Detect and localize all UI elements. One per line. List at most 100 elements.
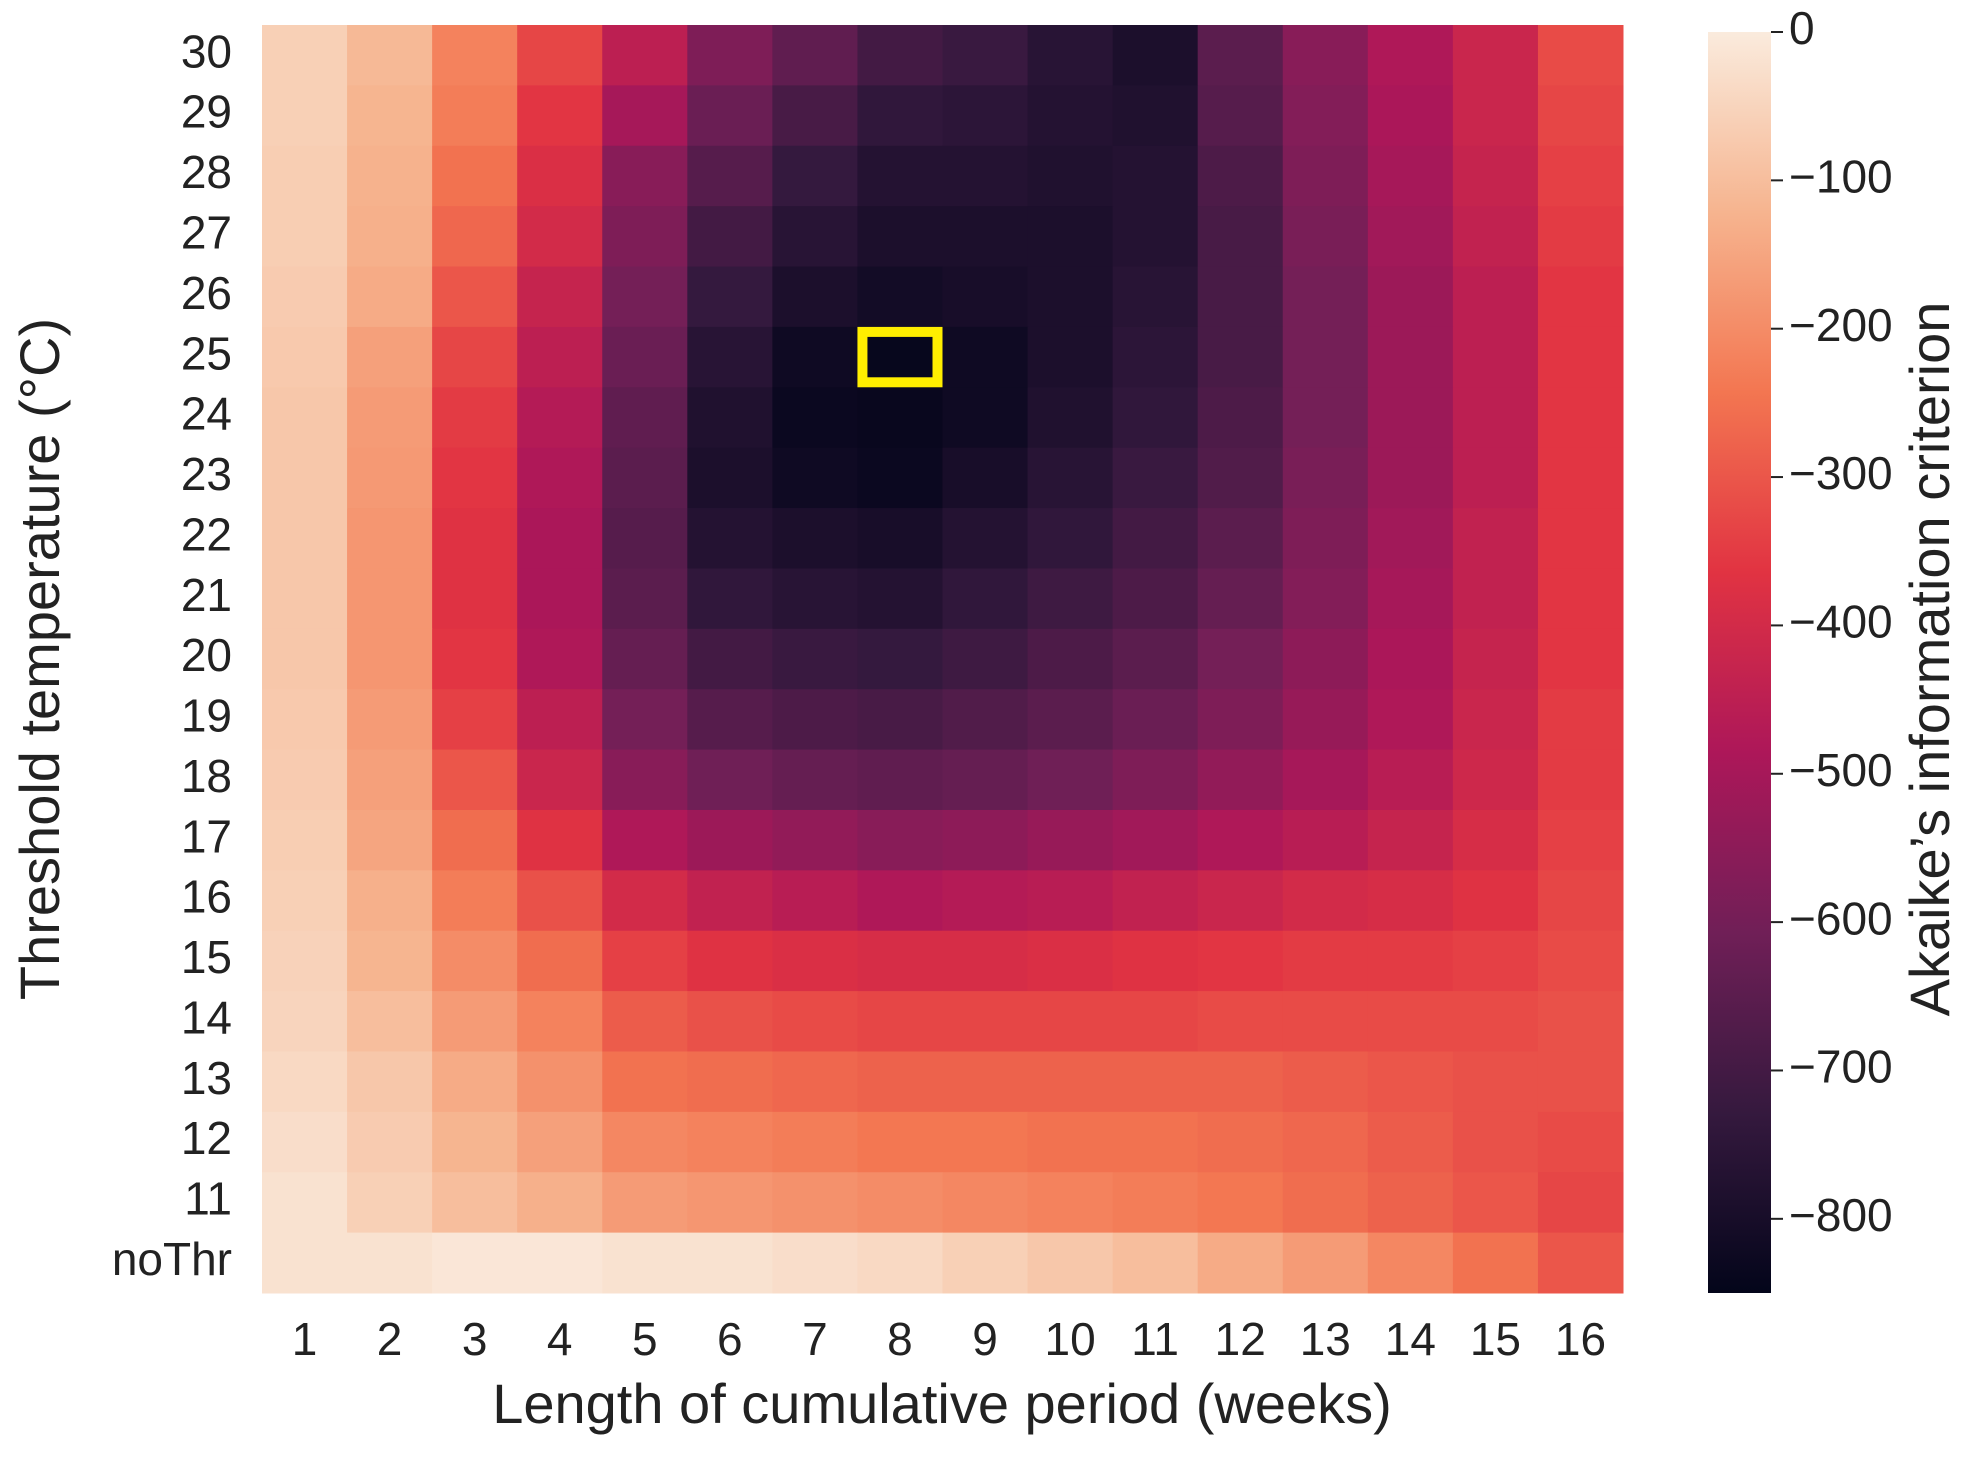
heatmap-cell xyxy=(347,1172,433,1234)
heatmap-cell xyxy=(517,25,603,86)
heatmap-cell xyxy=(1112,1172,1199,1234)
heatmap-cell xyxy=(1537,206,1624,268)
heatmap-cell xyxy=(432,447,518,509)
heatmap-cell xyxy=(1197,628,1284,690)
heatmap-cell xyxy=(1197,145,1284,207)
heatmap-cell xyxy=(857,145,943,207)
heatmap-cell xyxy=(772,206,858,268)
heatmap-cell xyxy=(347,206,433,268)
heatmap-cell xyxy=(942,206,1029,268)
heatmap-cell xyxy=(1367,1111,1454,1173)
heatmap-cell xyxy=(1452,145,1539,207)
heatmap-cell xyxy=(772,85,858,147)
heatmap-cell xyxy=(857,25,943,86)
y-tick-label: 27 xyxy=(181,206,232,258)
heatmap-cell xyxy=(1452,568,1539,630)
heatmap-cell xyxy=(1452,628,1539,690)
heatmap-cell xyxy=(1452,1172,1539,1234)
heatmap-cell xyxy=(602,447,688,509)
heatmap-cell xyxy=(517,447,603,509)
heatmap-cell xyxy=(262,387,348,449)
heatmap-cell xyxy=(262,991,348,1052)
heatmap-cell xyxy=(1537,1172,1624,1234)
heatmap-cell xyxy=(1027,568,1114,630)
heatmap-cell xyxy=(942,145,1029,207)
heatmap-cell xyxy=(347,749,433,811)
heatmap-cell xyxy=(942,508,1029,569)
heatmap-cell xyxy=(1027,145,1114,207)
heatmap-cell xyxy=(347,508,433,569)
heatmap-cell xyxy=(942,568,1029,630)
heatmap-cell xyxy=(517,689,603,751)
colorbar-tick-label: −300 xyxy=(1789,447,1893,499)
heatmap-cell xyxy=(1197,749,1284,811)
heatmap-cell xyxy=(1282,930,1369,992)
heatmap-cell xyxy=(687,930,773,992)
heatmap-cell xyxy=(687,508,773,569)
heatmap-cell xyxy=(1367,387,1454,449)
heatmap-cell xyxy=(1367,1051,1454,1113)
heatmap-cell xyxy=(262,508,348,569)
heatmap-cell xyxy=(1027,930,1114,992)
heatmap-cell xyxy=(1112,689,1199,751)
heatmap-cell xyxy=(602,85,688,147)
colorbar-tick-label: −500 xyxy=(1789,744,1893,796)
heatmap-cell xyxy=(602,568,688,630)
heatmap-cell xyxy=(262,145,348,207)
colorbar-tick-label: −200 xyxy=(1789,299,1893,351)
heatmap-cell xyxy=(687,1111,773,1173)
heatmap-cell xyxy=(347,266,433,328)
heatmap-cell xyxy=(1112,1232,1199,1294)
heatmap-cell xyxy=(1452,1232,1539,1294)
heatmap-cell xyxy=(1537,387,1624,449)
x-tick-label: 3 xyxy=(462,1313,488,1365)
heatmap-cell xyxy=(517,1111,603,1173)
heatmap-cell xyxy=(602,145,688,207)
colorbar-tick-label: −400 xyxy=(1789,596,1893,648)
heatmap-cell xyxy=(602,809,688,871)
heatmap-cell xyxy=(1112,628,1199,690)
heatmap-cell xyxy=(772,25,858,86)
heatmap-cell xyxy=(857,447,943,509)
heatmap-cell xyxy=(1537,749,1624,811)
y-tick-label: 22 xyxy=(181,508,232,560)
heatmap-cell xyxy=(517,145,603,207)
x-tick-label: 7 xyxy=(802,1313,828,1365)
heatmap-cell xyxy=(1537,689,1624,751)
heatmap-cell xyxy=(1027,508,1114,569)
heatmap-cell xyxy=(432,689,518,751)
heatmap-cell xyxy=(857,930,943,992)
heatmap-cell xyxy=(517,85,603,147)
heatmap-cell xyxy=(1027,991,1114,1052)
heatmap-cell xyxy=(687,387,773,449)
heatmap-cell xyxy=(1282,991,1369,1052)
heatmap-cell xyxy=(1112,206,1199,268)
colorbar xyxy=(1708,32,1771,1293)
heatmap-cell xyxy=(517,749,603,811)
heatmap-cell xyxy=(772,870,858,932)
heatmap-cell xyxy=(772,689,858,751)
heatmap-cell xyxy=(1282,1051,1369,1113)
heatmap-cell xyxy=(1537,809,1624,871)
heatmap-cell xyxy=(857,85,943,147)
heatmap-cell xyxy=(602,206,688,268)
heatmap-cell xyxy=(772,145,858,207)
heatmap-cell xyxy=(1197,266,1284,328)
heatmap-cell xyxy=(1197,326,1284,388)
heatmap-cell xyxy=(517,568,603,630)
heatmap-cell xyxy=(1027,1172,1114,1234)
y-tick-label: 14 xyxy=(181,991,232,1043)
heatmap-cell xyxy=(687,568,773,630)
heatmap-cell xyxy=(262,447,348,509)
heatmap-cell xyxy=(347,689,433,751)
heatmap-cell xyxy=(347,1232,433,1294)
heatmap-cell xyxy=(942,991,1029,1052)
heatmap-cell xyxy=(517,326,603,388)
x-axis-title: Length of cumulative period (weeks) xyxy=(492,1372,1392,1435)
heatmap-cell xyxy=(772,749,858,811)
heatmap-cell xyxy=(1112,25,1199,86)
heatmap-cell xyxy=(1197,809,1284,871)
heatmap-cell xyxy=(772,1232,858,1294)
heatmap-cell xyxy=(1112,930,1199,992)
